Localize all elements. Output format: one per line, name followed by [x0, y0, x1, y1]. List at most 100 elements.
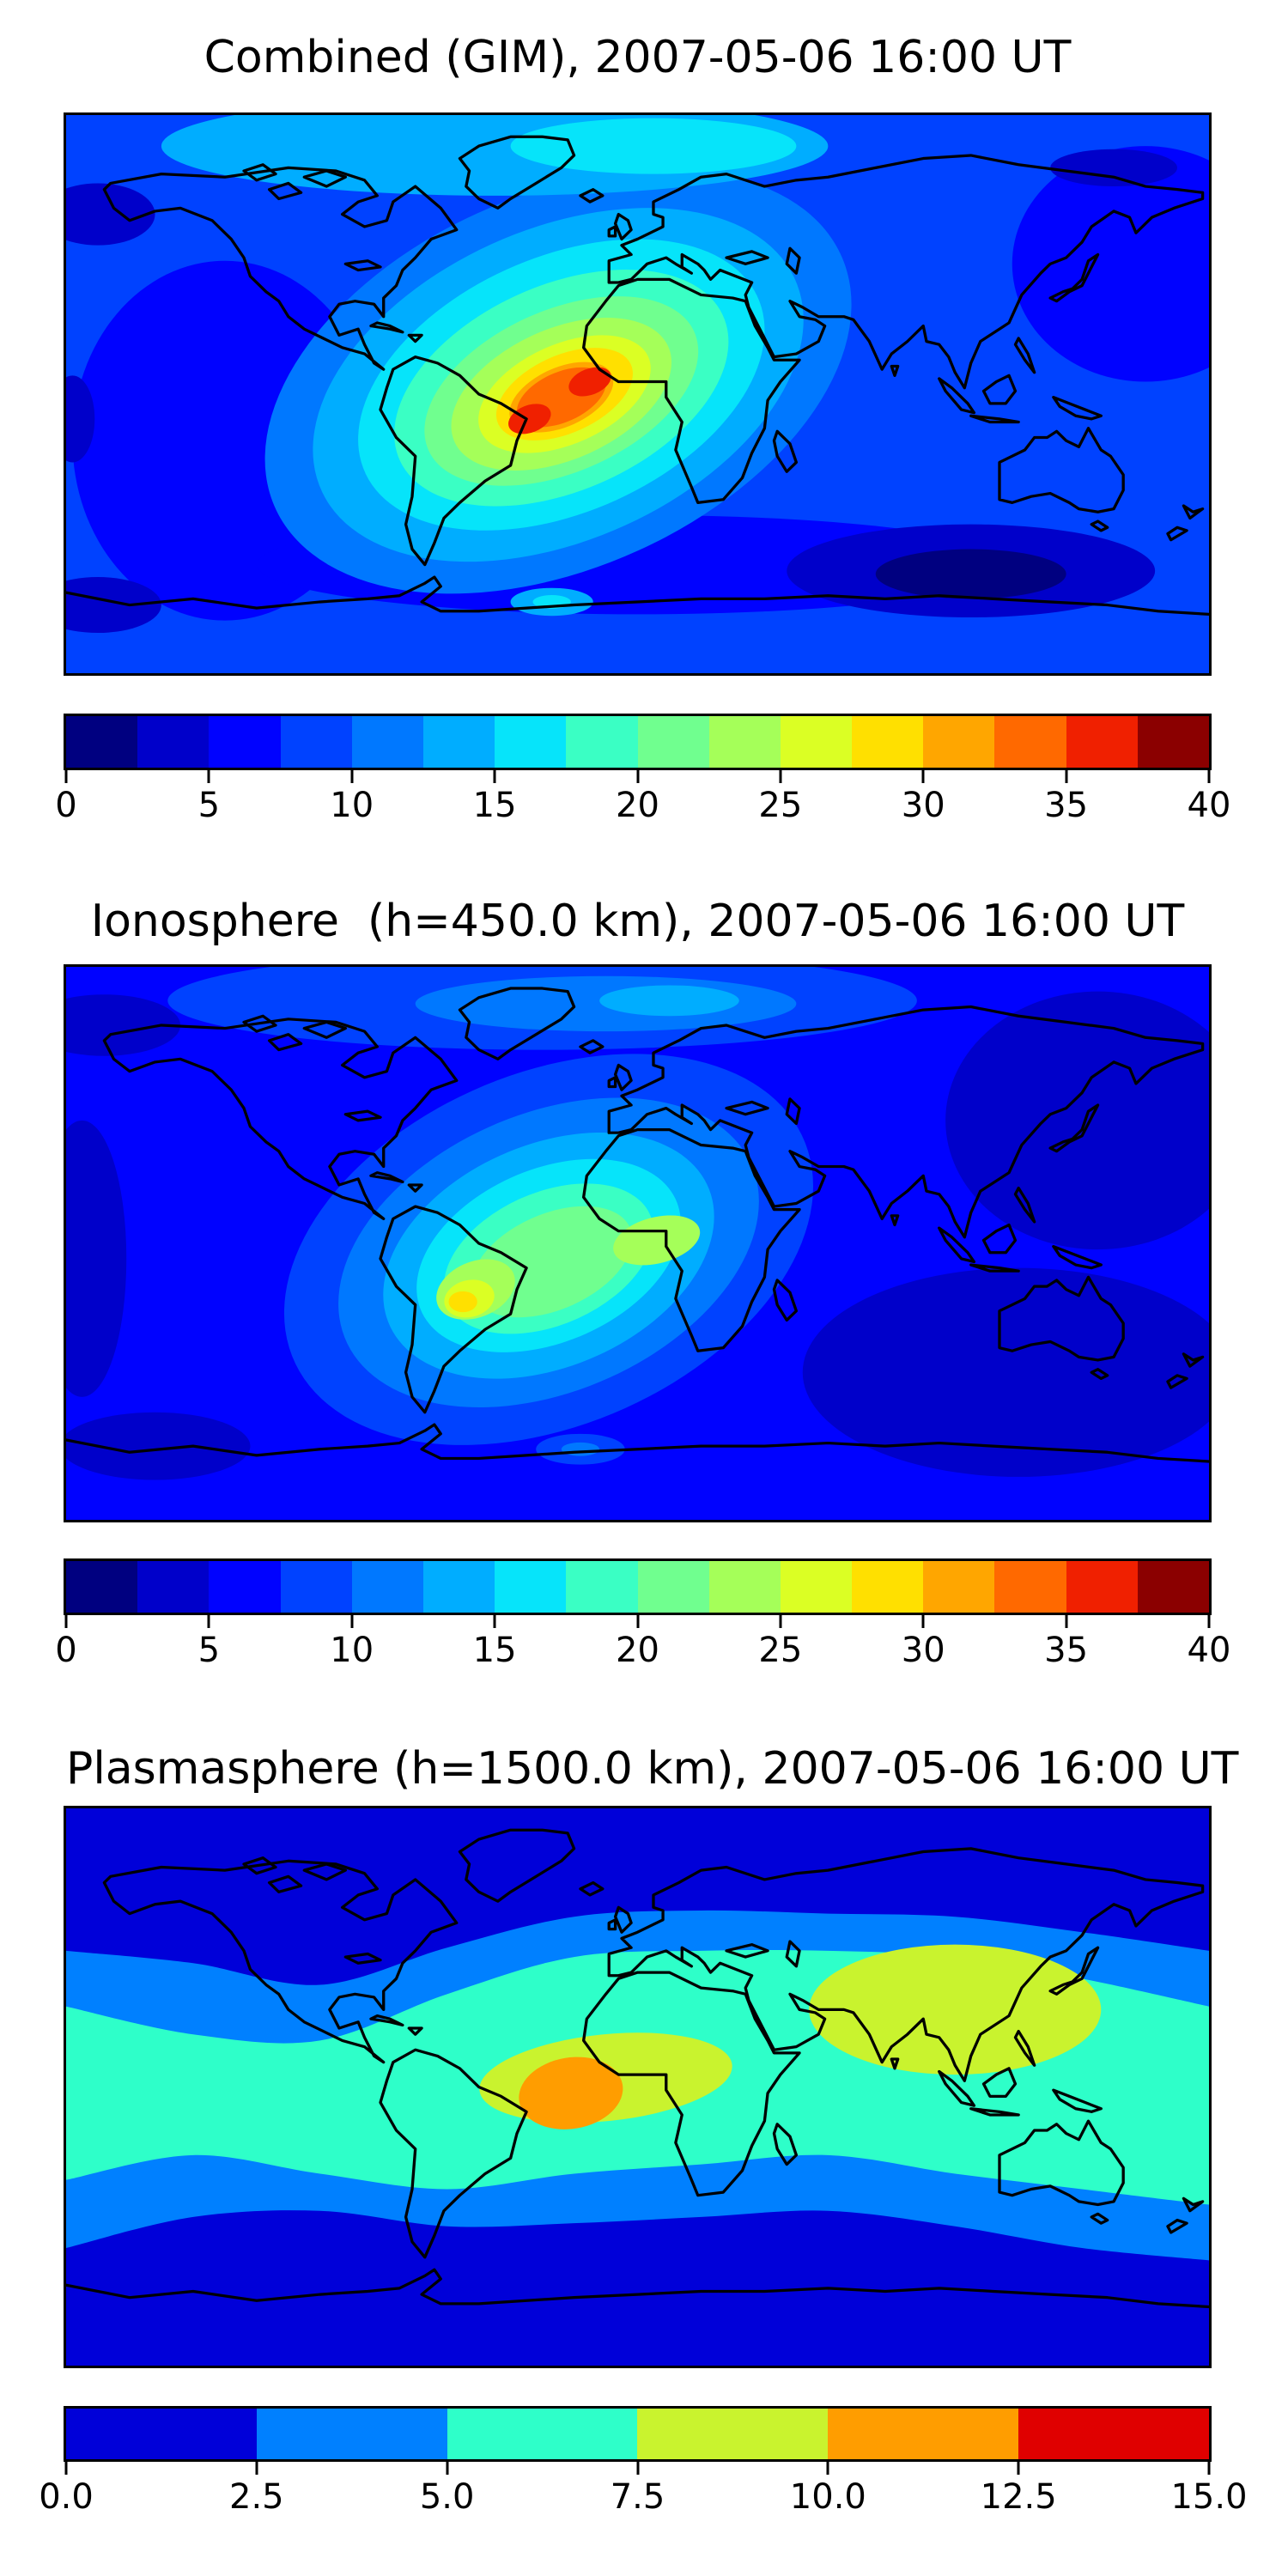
contour-region — [66, 1120, 127, 1397]
colorbar-segment — [422, 1561, 495, 1613]
colorbar-segment — [280, 716, 352, 768]
colorbar-combined — [64, 714, 1212, 770]
tick-label: 0 — [55, 1631, 77, 1670]
panel-title-plasmasphere: Plasmasphere (h=1500.0 km), 2007-05-06 1… — [66, 1743, 1239, 1795]
tick-label: 25 — [758, 786, 803, 825]
contour-region — [568, 367, 611, 397]
world-map-ionosphere — [64, 964, 1212, 1522]
tick-label: 15 — [472, 1631, 517, 1670]
tick-label: 10 — [330, 1631, 374, 1670]
contour-region — [66, 577, 161, 634]
colorbar-segment — [1018, 2409, 1209, 2459]
contour-region — [66, 994, 181, 1056]
tick-mark — [1207, 1615, 1211, 1628]
contour-region — [1012, 146, 1209, 382]
colorbar-segment — [209, 716, 281, 768]
tick-label: 35 — [1044, 786, 1089, 825]
tick-mark — [493, 1615, 496, 1628]
colorbar-segment — [1066, 1561, 1138, 1613]
contour-region — [508, 404, 551, 434]
colorbar-ticks-plasmasphere: 0.0 2.5 5.0 7.5 10.0 12.5 15.0 — [39, 2462, 1248, 2527]
colorbar-segment — [1137, 1561, 1209, 1613]
contour-region — [66, 183, 155, 246]
tick-mark — [64, 770, 68, 783]
contour-region — [875, 549, 1066, 599]
tick-mark — [1017, 2462, 1020, 2475]
colorbar-segment — [708, 716, 781, 768]
tick-mark — [921, 1615, 925, 1628]
tick-mark — [826, 2462, 829, 2475]
colorbar-segment — [495, 1561, 567, 1613]
colorbar-ionosphere — [64, 1558, 1212, 1615]
tick-label: 35 — [1044, 1631, 1089, 1670]
panel-title-combined: Combined (GIM), 2007-05-06 16:00 UT — [204, 32, 1072, 83]
colorbar-segment — [1066, 716, 1138, 768]
coastlines — [66, 987, 1209, 1463]
colorbar-segment — [780, 1561, 853, 1613]
tick-mark — [779, 770, 782, 783]
contour-region — [66, 1412, 251, 1480]
colorbar-segment — [923, 716, 995, 768]
colorbar-segment — [351, 1561, 423, 1613]
colorbar-segment — [66, 2409, 257, 2459]
colorbar-segment — [66, 1561, 138, 1613]
tick-mark — [1065, 1615, 1068, 1628]
colorbar-segment — [852, 716, 924, 768]
contour-region — [66, 375, 95, 463]
colorbar-segment — [566, 716, 638, 768]
tick-label: 7.5 — [610, 2477, 665, 2517]
tick-label: 30 — [901, 786, 945, 825]
tick-label: 0.0 — [39, 2477, 94, 2517]
colorbar-segment — [137, 1561, 210, 1613]
colorbar-segment — [66, 716, 138, 768]
tick-mark — [493, 770, 496, 783]
tick-label: 0 — [55, 786, 77, 825]
contour-region — [448, 1291, 477, 1313]
tick-mark — [255, 2462, 258, 2475]
tick-mark — [64, 2462, 68, 2475]
colorbar-segment — [351, 716, 423, 768]
world-map-combined — [64, 112, 1212, 676]
contour-region — [809, 1944, 1102, 2075]
contour-region — [599, 985, 739, 1017]
tick-mark — [779, 1615, 782, 1628]
tick-mark — [207, 770, 210, 783]
colorbar-segment — [994, 1561, 1066, 1613]
colorbar-segment — [828, 2409, 1019, 2459]
tick-label: 10 — [330, 786, 374, 825]
world-map-plasmasphere — [64, 1806, 1212, 2368]
contour-region — [510, 118, 797, 174]
colorbar-segment — [637, 1561, 709, 1613]
tick-mark — [446, 2462, 449, 2475]
tick-label: 12.5 — [980, 2477, 1057, 2517]
tick-label: 10.0 — [789, 2477, 866, 2517]
colorbar-segment — [495, 716, 567, 768]
colorbar-segment — [209, 1561, 281, 1613]
colorbar-segment — [256, 2409, 447, 2459]
colorbar-ticks-ionosphere: 0 5 10 15 20 25 30 35 40 — [55, 1615, 1230, 1680]
coastlines — [66, 135, 1209, 617]
tick-label: 5 — [197, 786, 221, 825]
tick-label: 2.5 — [229, 2477, 284, 2517]
colorbar-segment — [852, 1561, 924, 1613]
tick-label: 5.0 — [419, 2477, 475, 2517]
tick-label: 15.0 — [1170, 2477, 1248, 2517]
tick-label: 25 — [758, 1631, 803, 1670]
tick-label: 40 — [1187, 1631, 1231, 1670]
colorbar-segment — [637, 716, 709, 768]
tick-mark — [207, 1615, 210, 1628]
colorbar-segment — [137, 716, 210, 768]
colorbar-plasmasphere — [64, 2406, 1212, 2462]
tick-label: 5 — [197, 1631, 221, 1670]
tick-mark — [1065, 770, 1068, 783]
tick-mark — [636, 2462, 639, 2475]
colorbar-segment — [708, 1561, 781, 1613]
contour-region — [519, 2057, 623, 2129]
tick-label: 15 — [472, 786, 517, 825]
colorbar-segment — [422, 716, 495, 768]
contour-region — [1050, 149, 1178, 187]
tick-mark — [350, 1615, 354, 1628]
colorbar-segment — [780, 716, 853, 768]
colorbar-segment — [1137, 716, 1209, 768]
colorbar-segment — [566, 1561, 638, 1613]
